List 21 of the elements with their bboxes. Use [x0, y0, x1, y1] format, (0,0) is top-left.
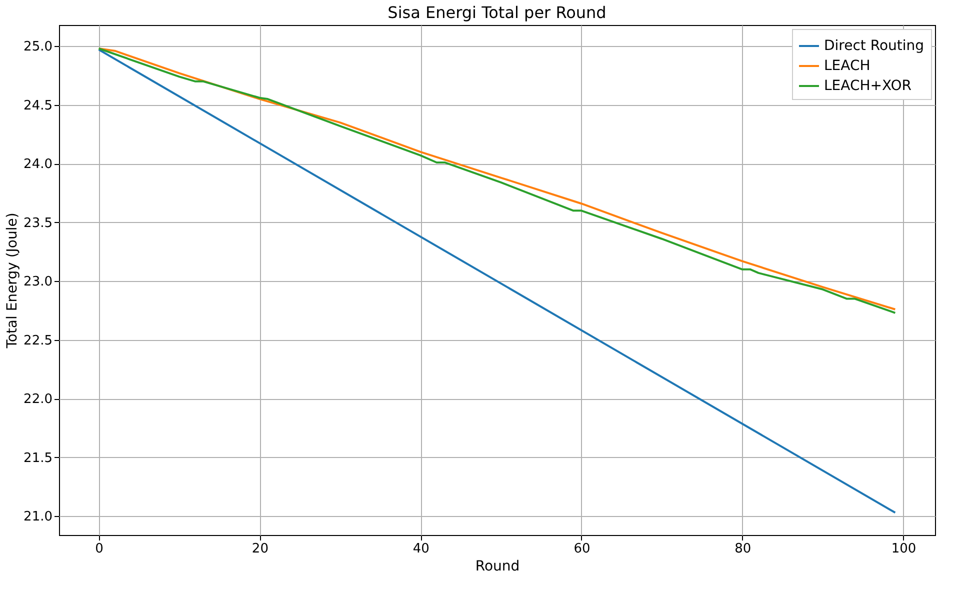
- y-tick-label: 23.0: [24, 274, 52, 290]
- y-tick-label: 21.0: [24, 510, 52, 525]
- y-tick-label: 22.0: [24, 392, 52, 408]
- y-tick-label: 24.0: [24, 157, 52, 172]
- x-tick-label: 20: [252, 542, 268, 556]
- x-tick-label: 0: [95, 542, 104, 556]
- x-tick-label: 100: [891, 542, 916, 556]
- y-tick-label: 21.5: [24, 450, 52, 466]
- legend-label: LEACH+XOR: [824, 78, 912, 94]
- x-axis-title: Round: [475, 558, 520, 574]
- y-tick-label: 22.5: [24, 333, 52, 348]
- legend-label: Direct Routing: [824, 38, 924, 54]
- x-tick-label: 60: [574, 542, 590, 556]
- y-tick-label: 25.0: [24, 40, 52, 55]
- y-tick-label: 24.5: [24, 98, 52, 114]
- chart-title: Sisa Energi Total per Round: [388, 3, 606, 22]
- y-tick-label: 23.5: [24, 216, 52, 231]
- x-tick-label: 40: [412, 542, 430, 556]
- y-axis-title: Total Energy (Joule): [4, 212, 21, 350]
- legend-label: LEACH: [824, 58, 870, 74]
- x-tick-label: 80: [734, 542, 752, 556]
